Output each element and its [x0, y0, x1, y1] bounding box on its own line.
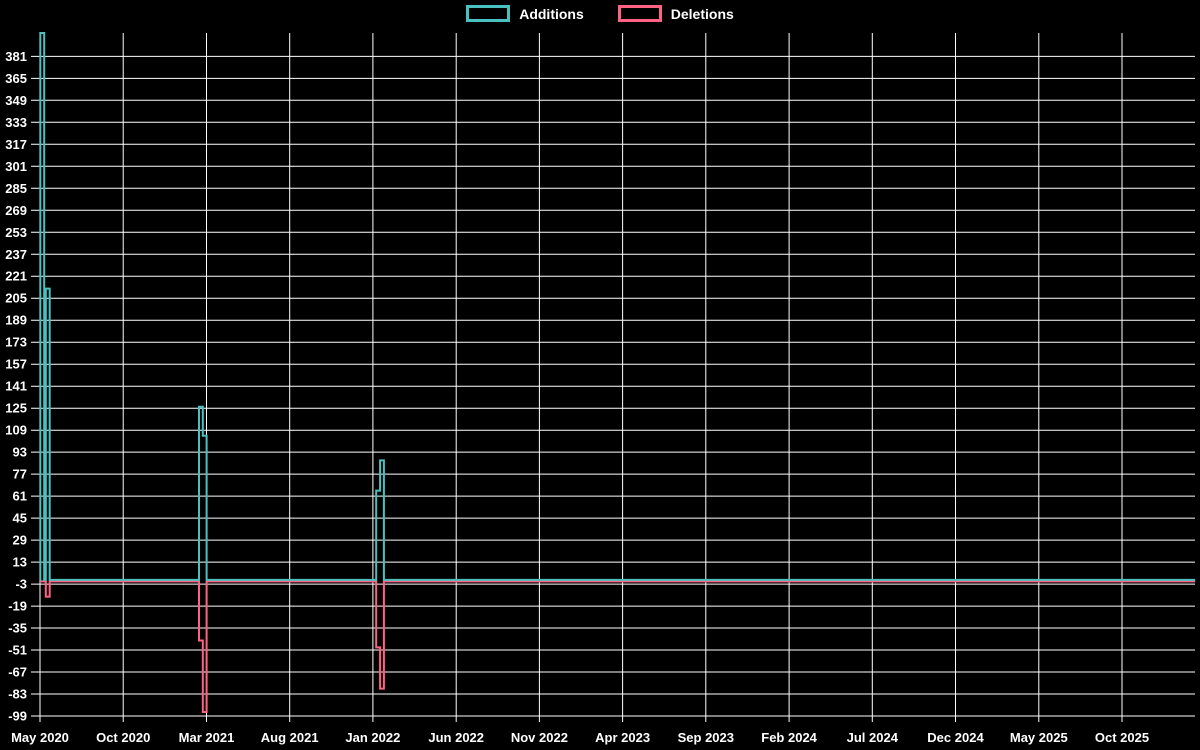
- y-tick-label: 301: [5, 159, 27, 174]
- y-tick-label: -83: [8, 687, 27, 702]
- y-tick-label: 13: [13, 555, 27, 570]
- x-tick-label: May 2020: [11, 730, 69, 745]
- y-tick-label: -35: [8, 621, 27, 636]
- y-tick-label: 157: [5, 357, 27, 372]
- y-tick-label: 349: [5, 93, 27, 108]
- y-tick-label: 61: [13, 489, 27, 504]
- y-tick-label: 189: [5, 313, 27, 328]
- x-tick-label: Feb 2024: [761, 730, 817, 745]
- x-tick-label: Dec 2024: [927, 730, 984, 745]
- y-tick-label: 205: [5, 291, 27, 306]
- legend-label-additions: Additions: [519, 5, 584, 22]
- x-tick-label: Apr 2023: [595, 730, 650, 745]
- x-tick-label: Oct 2025: [1095, 730, 1149, 745]
- x-tick-label: Jun 2022: [428, 730, 484, 745]
- y-tick-label: -67: [8, 665, 27, 680]
- x-tick-label: May 2025: [1010, 730, 1068, 745]
- y-tick-label: 93: [13, 445, 27, 460]
- x-tick-label: Mar 2021: [179, 730, 235, 745]
- additions-line: [39, 32, 1196, 581]
- y-tick-label: 237: [5, 247, 27, 262]
- y-tick-label: -51: [8, 643, 27, 658]
- y-tick-label: 317: [5, 137, 27, 152]
- x-tick-label: Jan 2022: [345, 730, 400, 745]
- y-tick-label: 109: [5, 423, 27, 438]
- legend-item-deletions[interactable]: Deletions: [617, 5, 734, 22]
- y-tick-label: 253: [5, 225, 27, 240]
- additions-swatch-icon: [466, 5, 511, 22]
- x-tick-label: Sep 2023: [678, 730, 734, 745]
- y-tick-label: 77: [13, 467, 27, 482]
- y-tick-label: 173: [5, 335, 27, 350]
- x-tick-label: Aug 2021: [261, 730, 319, 745]
- x-tick-label: Oct 2020: [96, 730, 150, 745]
- y-tick-label: 221: [5, 269, 27, 284]
- y-tick-label: -99: [8, 709, 27, 724]
- y-tick-label: 365: [5, 71, 27, 86]
- y-tick-label: -19: [8, 599, 27, 614]
- y-tick-label: 381: [5, 49, 27, 64]
- chart-legend: Additions Deletions: [0, 5, 1200, 22]
- y-tick-label: 269: [5, 203, 27, 218]
- deletions-line: [40, 580, 1196, 713]
- x-tick-label: Nov 2022: [511, 730, 568, 745]
- y-tick-label: 29: [13, 533, 27, 548]
- y-tick-label: -3: [15, 577, 27, 592]
- y-tick-label: 285: [5, 181, 27, 196]
- y-tick-label: 45: [13, 511, 27, 526]
- deletions-swatch-icon: [617, 5, 662, 22]
- x-tick-label: Jul 2024: [847, 730, 899, 745]
- y-tick-label: 141: [5, 379, 27, 394]
- legend-item-additions[interactable]: Additions: [466, 5, 584, 22]
- y-tick-label: 125: [5, 401, 27, 416]
- legend-label-deletions: Deletions: [670, 5, 734, 22]
- y-tick-label: 333: [5, 115, 27, 130]
